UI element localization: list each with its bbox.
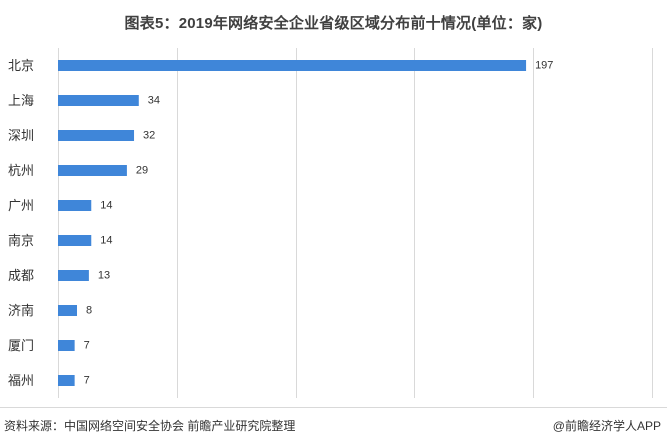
data-label: 7 bbox=[84, 375, 90, 387]
data-label: 8 bbox=[86, 305, 92, 317]
bar bbox=[58, 60, 527, 71]
bar bbox=[58, 375, 75, 386]
category-label: 福州 bbox=[8, 373, 34, 388]
category-label: 成都 bbox=[8, 268, 34, 283]
category-label: 南京 bbox=[8, 233, 34, 248]
data-label: 29 bbox=[136, 165, 148, 177]
footer-divider bbox=[0, 407, 667, 408]
bar bbox=[58, 340, 75, 351]
bars bbox=[58, 60, 527, 386]
data-label: 34 bbox=[148, 95, 160, 107]
category-label: 上海 bbox=[8, 93, 34, 108]
category-label: 北京 bbox=[8, 58, 34, 73]
data-label: 14 bbox=[100, 200, 112, 212]
value-labels: 197 34 32 29 14 14 13 8 7 7 bbox=[84, 60, 554, 387]
bar bbox=[58, 95, 139, 106]
chart-title: 图表5：2019年网络安全企业省级区域分布前十情况(单位：家) bbox=[124, 15, 543, 32]
data-label: 32 bbox=[143, 130, 155, 142]
source-note: 资料来源：中国网络空间安全协会 前瞻产业研究院整理 bbox=[4, 419, 296, 433]
category-label: 广州 bbox=[8, 198, 34, 213]
data-label: 7 bbox=[84, 340, 90, 352]
category-label: 济南 bbox=[8, 303, 34, 318]
bar bbox=[58, 270, 89, 281]
category-label: 深圳 bbox=[8, 128, 34, 143]
data-label: 197 bbox=[535, 60, 553, 72]
brand-credit: @前瞻经济学人APP bbox=[552, 419, 661, 433]
gridlines bbox=[58, 48, 653, 398]
data-label: 14 bbox=[100, 235, 112, 247]
data-label: 13 bbox=[98, 270, 110, 282]
bar bbox=[58, 235, 92, 246]
bar bbox=[58, 305, 78, 316]
bar bbox=[58, 200, 92, 211]
bar bbox=[58, 130, 135, 141]
category-label: 厦门 bbox=[8, 338, 34, 353]
bar bbox=[58, 165, 127, 176]
category-label: 杭州 bbox=[8, 163, 34, 178]
